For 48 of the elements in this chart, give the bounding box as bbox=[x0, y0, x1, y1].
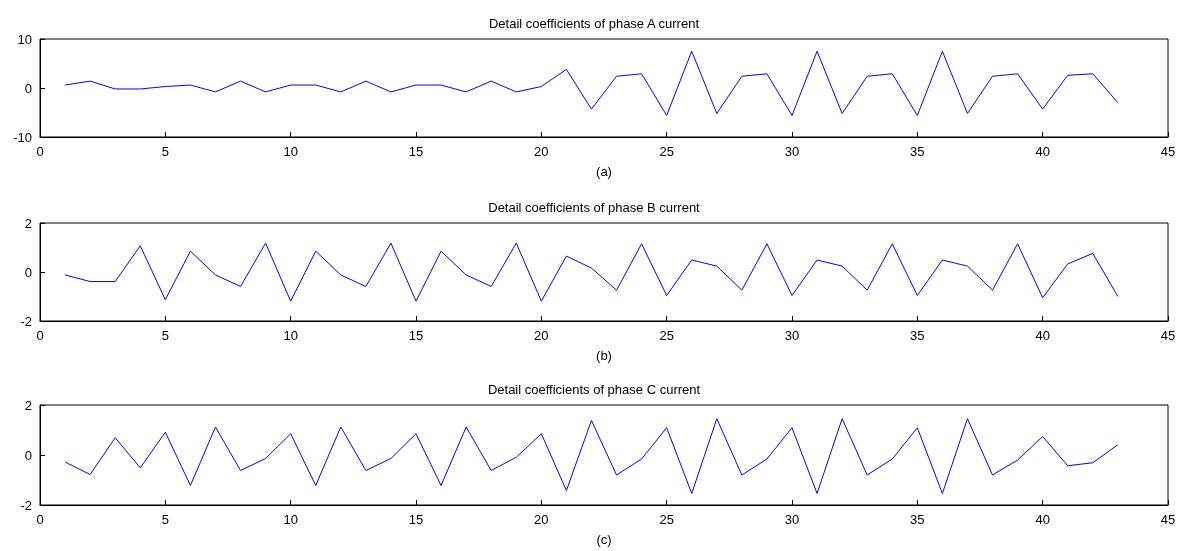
x-tick-label: 0 bbox=[36, 144, 44, 159]
y-tick-label: -2 bbox=[20, 313, 32, 329]
x-tick-label: 25 bbox=[659, 328, 674, 343]
y-tick-label: 10 bbox=[17, 31, 32, 47]
y-tick-label: 0 bbox=[24, 264, 32, 280]
chart-title: Detail coefficients of phase C current bbox=[487, 382, 701, 397]
y-tick-label: 0 bbox=[24, 80, 32, 96]
x-tick-label: 40 bbox=[1035, 144, 1050, 159]
x-tick-label: 40 bbox=[1035, 328, 1050, 343]
x-axis-title: (a) bbox=[596, 164, 612, 179]
line-series bbox=[64, 242, 1119, 302]
x-tick-label: 25 bbox=[659, 512, 674, 527]
line-series bbox=[64, 418, 1119, 494]
x-tick-label: 35 bbox=[910, 328, 925, 343]
x-tick-label: 15 bbox=[408, 144, 424, 159]
x-tick-label: 10 bbox=[283, 328, 298, 343]
x-tick-label: 45 bbox=[1160, 328, 1176, 343]
y-tick-label: -2 bbox=[20, 497, 32, 513]
x-tick-label: 10 bbox=[283, 512, 298, 527]
x-tick-label: 40 bbox=[1035, 512, 1050, 527]
x-tick-label: 30 bbox=[784, 144, 800, 159]
x-tick-label: 0 bbox=[36, 328, 44, 343]
x-tick-label: 30 bbox=[784, 328, 800, 343]
x-tick-label: 45 bbox=[1160, 512, 1176, 527]
x-tick-label: 20 bbox=[534, 512, 549, 527]
x-tick-label: 45 bbox=[1160, 144, 1176, 159]
x-tick-label: 15 bbox=[408, 328, 424, 343]
x-tick-label: 5 bbox=[161, 512, 169, 527]
chart-title: Detail coefficients of phase A current bbox=[488, 16, 700, 31]
line-series bbox=[64, 50, 1119, 116]
x-tick-label: 5 bbox=[161, 144, 169, 159]
x-tick-label: 35 bbox=[910, 144, 925, 159]
x-tick-label: 20 bbox=[534, 328, 549, 343]
x-tick-label: 25 bbox=[659, 144, 674, 159]
x-tick-label: 30 bbox=[784, 512, 800, 527]
x-axis-title: (b) bbox=[596, 348, 612, 363]
y-tick-label: 2 bbox=[24, 215, 32, 231]
y-tick-label: 2 bbox=[24, 397, 32, 413]
y-tick-label: 0 bbox=[24, 447, 32, 463]
x-tick-label: 15 bbox=[408, 512, 424, 527]
x-tick-label: 5 bbox=[161, 328, 169, 343]
x-tick-label: 0 bbox=[36, 512, 44, 527]
x-tick-label: 20 bbox=[534, 144, 549, 159]
y-tick-label: -10 bbox=[13, 129, 32, 145]
chart-title: Detail coefficients of phase B current bbox=[488, 200, 701, 215]
x-tick-label: 10 bbox=[283, 144, 298, 159]
x-axis-title: (c) bbox=[596, 532, 612, 547]
x-tick-label: 35 bbox=[910, 512, 925, 527]
